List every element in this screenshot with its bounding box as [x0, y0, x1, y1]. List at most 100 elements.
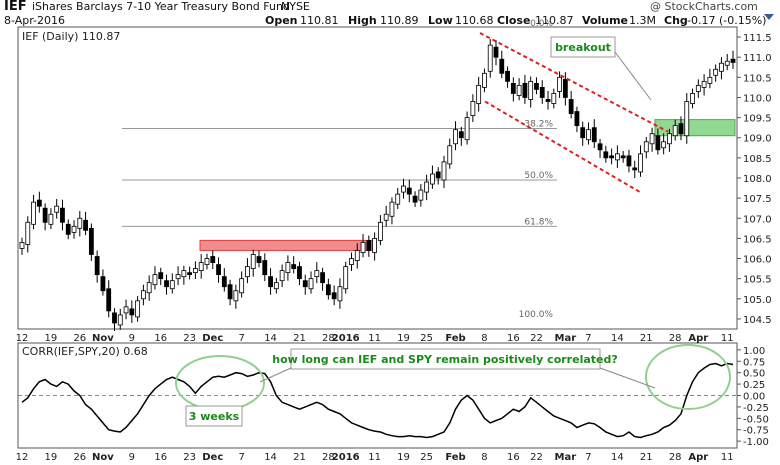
candle-body	[401, 185, 406, 193]
close-label: Close	[497, 14, 531, 27]
corr-ytick-label: 1.00	[743, 346, 765, 357]
candle-body	[476, 84, 482, 104]
candle-body	[470, 101, 476, 116]
candle-body	[614, 153, 620, 161]
exchange-label: NYSE	[281, 0, 310, 13]
high-value: 110.89	[380, 14, 419, 27]
question-pointer-right	[599, 367, 656, 389]
x-label-bottom: Nov	[92, 452, 114, 463]
candle-body	[325, 284, 331, 296]
corr-ytick-label: -1.00	[743, 437, 769, 448]
candle-body	[285, 262, 291, 274]
x-label-top: 16	[154, 333, 167, 344]
price-ytick-label: 109.5	[743, 114, 772, 125]
candle-body	[458, 131, 464, 139]
watermark: @ StockCharts.com	[650, 0, 758, 13]
candle-body	[372, 237, 378, 253]
candle-body	[349, 258, 354, 265]
x-label-top: Nov	[92, 333, 114, 344]
candle-body	[499, 58, 505, 74]
resistance-zone	[199, 239, 377, 251]
candle-body	[377, 221, 383, 241]
candle-body	[221, 276, 227, 288]
candle-body	[71, 225, 77, 233]
candle-body	[308, 278, 314, 290]
candle-body	[418, 189, 424, 201]
candle-body	[493, 46, 499, 58]
x-label-top: 12	[16, 333, 29, 344]
breakout-label: breakout	[555, 41, 611, 54]
candle-body	[314, 270, 320, 278]
candle-body	[551, 93, 557, 104]
dropdown-caret-icon[interactable]	[764, 14, 774, 20]
candle-body	[661, 141, 667, 149]
candle-body	[730, 58, 736, 63]
price-ytick-label: 111.0	[743, 53, 772, 64]
candle-body	[262, 260, 268, 276]
high-label: High	[348, 14, 377, 27]
price-ytick-label: 107.0	[743, 214, 772, 225]
x-label-bottom: 11	[368, 452, 381, 463]
x-label-top: 23	[183, 333, 196, 344]
x-label-bottom: Mar	[555, 452, 577, 463]
x-label-top: Feb	[445, 333, 465, 344]
x-label-top: 19	[45, 333, 58, 344]
candle-body	[678, 123, 684, 135]
candle-body	[60, 207, 65, 223]
candle-body	[719, 62, 724, 72]
price-ytick-label: 105.0	[743, 295, 772, 306]
x-label-top: 28	[322, 333, 335, 344]
x-label-bottom: Apr	[688, 452, 708, 463]
x-label-bottom: 8	[481, 452, 487, 463]
date-label: 8-Apr-2016	[4, 14, 66, 27]
candle-body	[534, 82, 539, 90]
candle-body	[464, 117, 470, 141]
candle-body	[250, 254, 256, 270]
candle-body	[279, 270, 285, 282]
x-label-top: 14	[611, 333, 624, 344]
candle-body	[412, 195, 418, 203]
x-label-top: 7	[585, 333, 591, 344]
ticker-symbol: IEF	[4, 0, 27, 14]
x-label-bottom: 21	[640, 452, 653, 463]
volume-label: Volume	[582, 14, 628, 27]
candle-body	[94, 256, 100, 276]
corr-ytick-label: -0.50	[743, 414, 769, 425]
corr-line	[21, 362, 734, 439]
candle-body	[557, 76, 562, 92]
low-value: 110.68	[455, 14, 494, 27]
candle-body	[100, 276, 106, 292]
candle-body	[297, 266, 302, 280]
question-box	[290, 348, 601, 370]
support-zone	[654, 119, 736, 137]
candle-body	[36, 199, 42, 207]
candle-body	[389, 201, 395, 217]
x-label-bottom: 19	[397, 452, 410, 463]
candle-body	[366, 240, 372, 251]
candle-body	[510, 82, 516, 94]
candle-body	[106, 288, 112, 312]
x-label-bottom: 2016	[332, 452, 360, 463]
x-label-top: 8	[481, 333, 487, 344]
price-ytick-label: 106.0	[743, 255, 772, 266]
price-ytick-label: 107.5	[743, 194, 772, 205]
candle-body	[77, 217, 83, 229]
candle-body	[649, 133, 655, 145]
x-label-top: 2016	[332, 333, 360, 344]
corr-ytick-label: 0.50	[743, 369, 765, 380]
candle-body	[695, 84, 701, 92]
weeks-label: 3 weeks	[189, 410, 240, 423]
candle-body	[135, 300, 141, 318]
candle-body	[684, 101, 690, 137]
candle-body	[25, 221, 31, 245]
x-label-bottom: 7	[238, 452, 244, 463]
candle-body	[42, 207, 48, 223]
candle-body	[591, 127, 597, 143]
candle-body	[354, 250, 360, 261]
price-ytick-label: 105.5	[743, 275, 772, 286]
candle-body	[516, 84, 522, 96]
candle-body	[88, 227, 94, 255]
candle-body	[487, 44, 493, 72]
candle-body	[210, 256, 216, 263]
question-label: how long can IEF and SPY remain positive…	[272, 353, 617, 366]
